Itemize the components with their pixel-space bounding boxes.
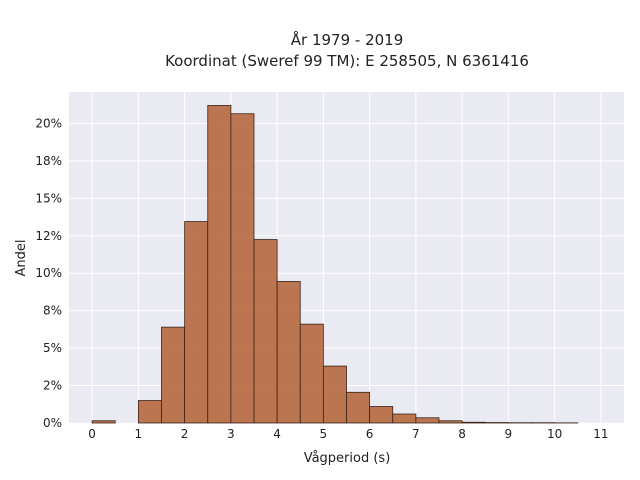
histogram-bar-4 [207, 105, 232, 424]
histogram-bar-11 [369, 406, 394, 424]
x-tick-label-2: 2 [181, 427, 189, 441]
x-tick-label-6: 6 [366, 427, 374, 441]
x-tick-label-7: 7 [412, 427, 420, 441]
x-tick-label-5: 5 [320, 427, 328, 441]
y-tick-label-4: 10% [35, 266, 62, 280]
histogram-bar-1 [137, 400, 162, 424]
x-tick-label-10: 10 [547, 427, 562, 441]
x-tick-label-3: 3 [227, 427, 235, 441]
histogram-bar-7 [276, 281, 301, 424]
x-axis-ticks: 0 1 2 3 4 5 6 7 8 9 10 11 [88, 427, 608, 441]
histogram-bar-8 [299, 323, 324, 424]
x-tick-label-11: 11 [593, 427, 608, 441]
y-tick-label-2: 5% [43, 341, 62, 355]
x-tick-label-9: 9 [505, 427, 513, 441]
y-tick-label-5: 12% [35, 229, 62, 243]
histogram-bar-12 [392, 413, 417, 424]
histogram-bar-14 [438, 420, 463, 424]
y-tick-label-6: 15% [35, 191, 62, 205]
histogram-bars [91, 105, 579, 424]
histogram-bar-6 [253, 239, 278, 424]
histogram-bar-15 [461, 421, 486, 424]
y-axis-ticks: 0% 2% 5% 8% 10% 12% 15% 18% 20% [35, 116, 62, 430]
histogram-bar-3 [184, 221, 209, 424]
x-tick-label-8: 8 [458, 427, 466, 441]
grid-lines [69, 92, 624, 424]
x-tick-label-4: 4 [273, 427, 281, 441]
y-tick-label-1: 2% [43, 379, 62, 393]
histogram-bar-5 [230, 113, 255, 424]
histogram-bar-2 [161, 326, 186, 424]
histogram-bar-10 [346, 391, 371, 424]
y-tick-label-8: 20% [35, 116, 62, 130]
x-tick-label-1: 1 [135, 427, 143, 441]
x-axis-label: Vågperiod (s) [304, 451, 391, 466]
histogram-bar-13 [415, 417, 440, 424]
histogram-bar-9 [322, 365, 347, 424]
histogram-bar-0 [91, 420, 116, 424]
chart-title-line-2: Koordinat (Sweref 99 TM): E 258505, N 63… [165, 52, 529, 70]
y-tick-label-0: 0% [43, 416, 62, 430]
y-tick-label-3: 8% [43, 304, 62, 318]
x-tick-label-0: 0 [88, 427, 96, 441]
chart-title-line-1: År 1979 - 2019 [291, 30, 404, 49]
y-axis-label: Andel [14, 240, 29, 277]
y-tick-label-7: 18% [35, 154, 62, 168]
